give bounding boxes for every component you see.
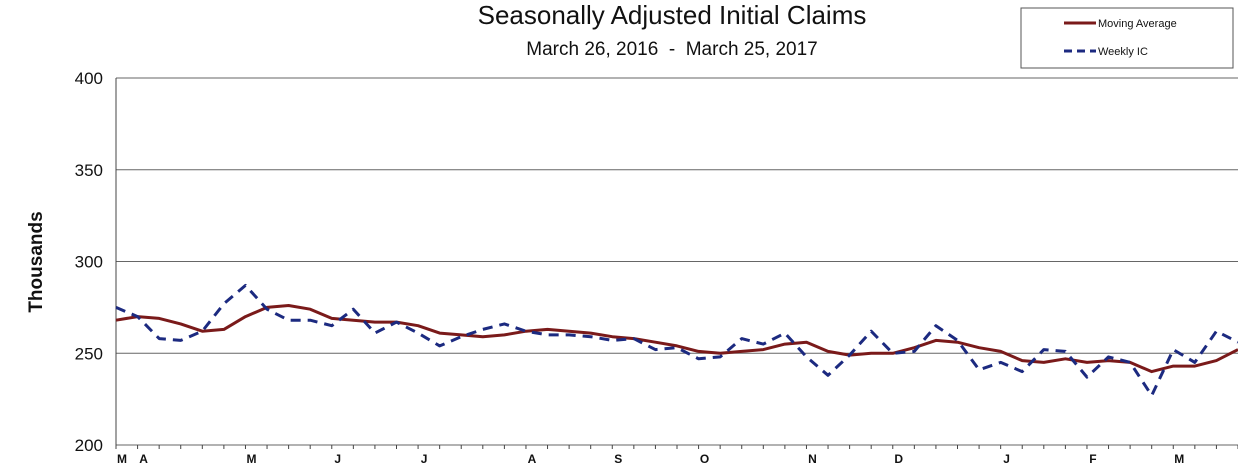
grid bbox=[116, 77, 1238, 446]
y-axis-label: Thousands bbox=[26, 211, 47, 312]
x-tick-label: D bbox=[894, 452, 903, 466]
x-tick-label: M bbox=[1174, 452, 1184, 466]
y-tick-label: 400 bbox=[75, 69, 103, 88]
x-tick-label: M bbox=[246, 452, 256, 466]
legend-label-moving-average: Moving Average bbox=[1098, 18, 1177, 30]
x-tick-label: A bbox=[139, 452, 148, 466]
x-tick-label: F bbox=[1089, 452, 1096, 466]
x-tick-label: S bbox=[614, 452, 622, 466]
chart-title: Seasonally Adjusted Initial Claims bbox=[478, 0, 867, 30]
series bbox=[115, 283, 1238, 397]
x-tick-label: J bbox=[421, 452, 428, 466]
series-line-moving-average bbox=[115, 304, 1238, 374]
y-tick-label: 350 bbox=[75, 161, 103, 180]
legend-box bbox=[1020, 7, 1234, 69]
x-tick-label: J bbox=[1003, 452, 1010, 466]
y-tick-label: 300 bbox=[75, 253, 103, 272]
x-tick-label: A bbox=[528, 452, 537, 466]
y-tick-label: 200 bbox=[75, 436, 103, 455]
x-tick-label: M bbox=[117, 452, 127, 466]
x-tick-label: O bbox=[700, 452, 709, 466]
x-tick-label: J bbox=[334, 452, 341, 466]
chart-subtitle: March 26, 2016 - March 25, 2017 bbox=[526, 39, 818, 60]
legend-label-weekly-ic: Weekly IC bbox=[1098, 46, 1148, 58]
x-tick-label: N bbox=[808, 452, 817, 466]
y-tick-label: 250 bbox=[75, 344, 103, 363]
series-line-weekly-ic bbox=[115, 283, 1238, 397]
legend: Moving Average Weekly IC bbox=[1020, 7, 1234, 69]
